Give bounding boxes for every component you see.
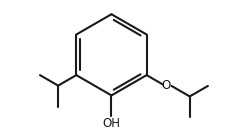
Text: OH: OH: [102, 117, 120, 130]
Text: O: O: [162, 79, 171, 92]
